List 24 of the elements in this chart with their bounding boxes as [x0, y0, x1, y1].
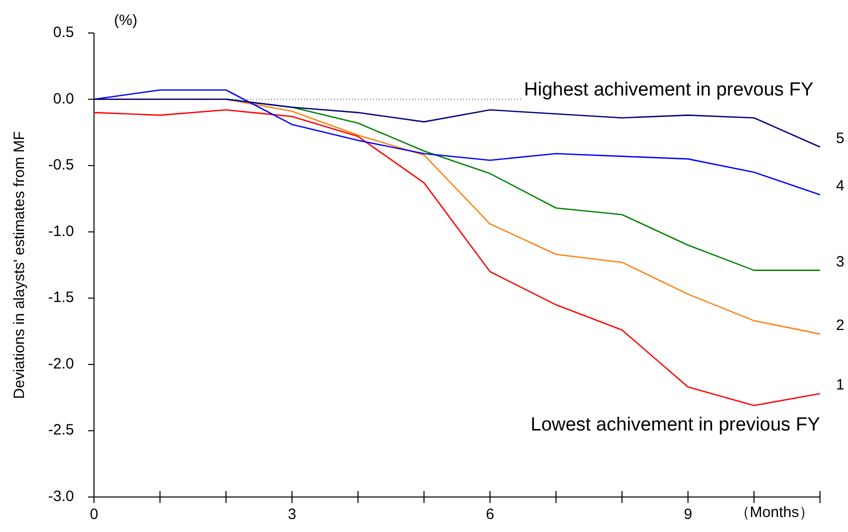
line-series — [93, 109, 821, 406]
series-label: 5 — [836, 130, 844, 147]
x-tick-label: 0 — [90, 506, 98, 523]
line-series — [93, 98, 821, 148]
x-tick-label: 6 — [486, 506, 494, 523]
ref-line-label: Highest achivement in prevous FY — [524, 79, 814, 100]
x-tick-label: 9 — [684, 506, 692, 523]
y-tick-label: -2.5 — [48, 422, 74, 439]
series-label: 4 — [836, 178, 844, 195]
annotation: Lowest achivement in previous FY — [530, 414, 820, 436]
y-tick-label: -1.5 — [48, 289, 74, 306]
series-label: 1 — [836, 376, 844, 394]
text: (%) — [114, 12, 138, 29]
y-tick-label: -3.0 — [48, 488, 74, 505]
series-label: 2 — [836, 316, 844, 334]
y-tick-label: 0.0 — [53, 90, 74, 108]
series-label: 3 — [836, 253, 844, 270]
x-axis-title: （Months） — [734, 504, 814, 521]
y-axis-title: Deviations in alaysts' estimates from MF — [11, 131, 28, 399]
y-tick-label: 0.5 — [53, 24, 74, 41]
y-tick-label: -0.5 — [48, 156, 74, 174]
y-tick-label: -2.0 — [48, 355, 74, 372]
x-tick-label: 3 — [288, 506, 296, 523]
y-tick-label: -1.0 — [48, 222, 74, 240]
